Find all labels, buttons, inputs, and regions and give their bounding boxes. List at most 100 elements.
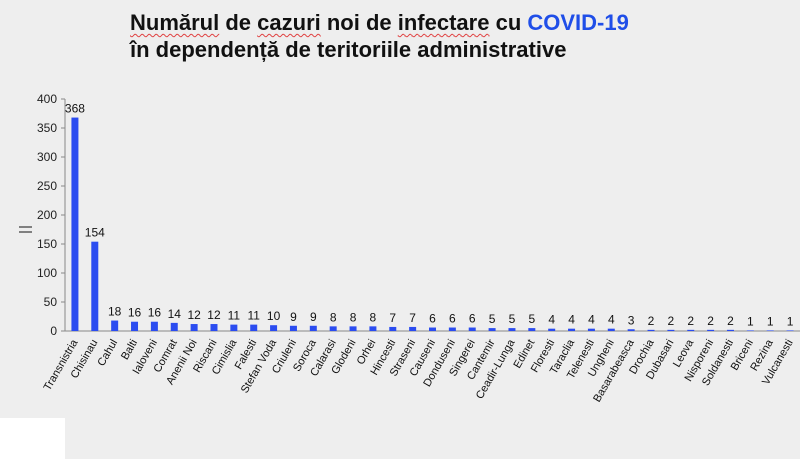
bar-value-label: 5 (489, 312, 496, 326)
bar-value-label: 2 (727, 314, 734, 328)
bar (786, 330, 794, 331)
bar (349, 326, 357, 331)
bar-value-label: 1 (747, 314, 754, 328)
title-highlight-covid: COVID-19 (527, 10, 629, 35)
bar-value-label: 4 (568, 313, 575, 327)
y-tick-label: 0 (50, 324, 57, 338)
bar-value-label: 368 (65, 102, 85, 116)
bar-value-label: 1 (787, 314, 794, 328)
bar-value-label: 5 (509, 312, 516, 326)
bar-value-label: 9 (290, 310, 297, 324)
bar (131, 321, 139, 331)
bar-value-label: 4 (588, 313, 595, 327)
bar (389, 326, 397, 331)
bar (71, 117, 79, 331)
bar (667, 329, 675, 331)
bar (309, 325, 317, 331)
bar-value-label: 16 (148, 306, 162, 320)
bar-value-label: 6 (449, 312, 456, 326)
bar (250, 324, 258, 331)
bar-value-label: 11 (247, 309, 260, 323)
bar (230, 324, 238, 331)
bar-value-label: 8 (370, 310, 377, 324)
bar (726, 329, 734, 331)
bar (448, 327, 456, 331)
bar-value-label: 154 (85, 226, 105, 240)
title-word-infectare: infectare (397, 10, 490, 35)
bar (150, 321, 158, 331)
bar-value-label: 18 (108, 305, 122, 319)
bar (190, 324, 198, 331)
y-tick-label: 150 (37, 237, 57, 251)
bar (528, 328, 536, 331)
title-word: de (219, 10, 258, 35)
bar-value-label: 2 (668, 314, 675, 328)
bar (170, 322, 178, 331)
y-tick-label: 200 (37, 208, 57, 222)
bar (627, 329, 635, 331)
bar-value-label: 2 (687, 314, 694, 328)
bar (508, 328, 516, 331)
y-tick-label: 250 (37, 179, 57, 193)
bar (548, 328, 556, 331)
bar-value-label: 7 (389, 311, 396, 325)
bar (687, 329, 695, 331)
bar-value-label: 4 (608, 313, 615, 327)
bar (766, 330, 774, 331)
bar-value-label: 9 (310, 310, 317, 324)
bar-value-label: 2 (648, 314, 655, 328)
bars (71, 117, 794, 331)
y-axis-ticks: 0 50 100 150 200 250 300 350 400 (37, 92, 65, 338)
bar (746, 330, 754, 331)
bar (369, 326, 377, 331)
title-word: cu (489, 10, 528, 35)
y-axis-label-marker (19, 226, 32, 233)
bar (289, 325, 297, 331)
bar-value-label: 6 (469, 312, 476, 326)
bar-value-label: 8 (350, 310, 357, 324)
bar (468, 327, 476, 331)
bar-value-label: 16 (128, 306, 142, 320)
bar (488, 328, 496, 331)
bar (210, 324, 218, 331)
bar-value-label: 6 (429, 312, 436, 326)
bar (607, 328, 615, 331)
bar-value-label: 2 (707, 314, 714, 328)
bar-value-label: 12 (207, 308, 221, 322)
bar (587, 328, 595, 331)
y-tick-label: 100 (37, 266, 57, 280)
chart-title-line-2: în dependență de teritoriile administrat… (130, 37, 567, 62)
x-tick-label: Cahul (95, 338, 120, 369)
bar (409, 326, 417, 331)
bar (707, 329, 715, 331)
bar-value-label: 5 (528, 312, 535, 326)
bar (111, 320, 119, 331)
bar-value-label: 12 (187, 308, 201, 322)
bar (91, 241, 99, 331)
y-tick-label: 300 (37, 150, 57, 164)
blank-panel (0, 418, 65, 459)
bar-value-label: 11 (228, 309, 241, 323)
bar (329, 326, 337, 331)
bar-value-label: 14 (168, 307, 182, 321)
bar-value-label: 8 (330, 310, 337, 324)
bar (429, 327, 436, 331)
bar-value-label: 4 (548, 313, 555, 327)
title-word-cazuri: cazuri (257, 10, 321, 35)
chart-title-line-1: Numărul de cazuri noi de infectare cu CO… (130, 9, 629, 36)
bar-value-label: 1 (767, 314, 774, 328)
chart-title: Numărul de cazuri noi de infectare cu CO… (130, 9, 629, 63)
title-word: noi de (320, 10, 398, 35)
bar-value-label: 10 (267, 309, 281, 323)
x-axis-labels: TransnistriaChisinauCahulBaltiIaloveniCo… (42, 337, 796, 405)
bar (647, 329, 655, 331)
bar-value-label: 3 (628, 313, 635, 327)
bar (270, 325, 278, 331)
title-word-numarul: Numărul (130, 10, 220, 35)
y-tick-label: 400 (37, 92, 57, 106)
bar (568, 328, 576, 331)
y-tick-label: 350 (37, 121, 57, 135)
bar-value-label: 7 (409, 311, 416, 325)
